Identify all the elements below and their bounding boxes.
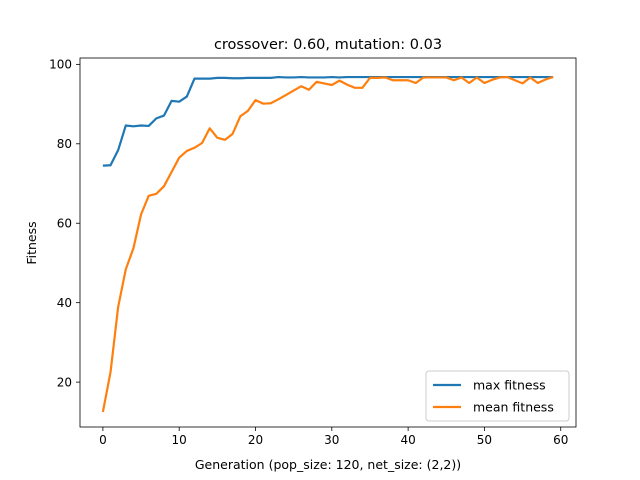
y-axis-label: Fitness — [24, 221, 39, 264]
x-tick-label: 60 — [553, 433, 568, 447]
legend-box — [425, 370, 570, 422]
x-axis: 0 10 20 30 40 50 60 — [99, 427, 568, 447]
x-tick-label: 30 — [324, 433, 339, 447]
x-tick-label: 50 — [477, 433, 492, 447]
x-tick-label: 10 — [172, 433, 187, 447]
x-axis-label: Generation (pop_size: 120, net_size: (2,… — [195, 457, 461, 472]
y-tick-label: 20 — [57, 375, 72, 389]
x-tick-label: 20 — [248, 433, 263, 447]
y-axis: 20 40 60 80 100 — [49, 58, 80, 389]
plot-frame — [79, 57, 577, 428]
legend-label-mean-fitness: mean fitness — [473, 400, 554, 415]
legend-label-max-fitness: max fitness — [473, 378, 546, 393]
legend: max fitness mean fitness — [425, 370, 570, 422]
series-line-mean-fitness — [101, 75, 554, 413]
y-tick-label: 60 — [57, 217, 72, 231]
x-tick-label: 0 — [99, 433, 107, 447]
y-tick-label: 100 — [49, 58, 72, 72]
chart-title: crossover: 0.60, mutation: 0.03 — [214, 37, 442, 53]
x-tick-label: 40 — [400, 433, 415, 447]
y-tick-label: 40 — [57, 296, 72, 310]
y-tick-label: 80 — [57, 137, 72, 151]
series-layer — [101, 75, 554, 413]
